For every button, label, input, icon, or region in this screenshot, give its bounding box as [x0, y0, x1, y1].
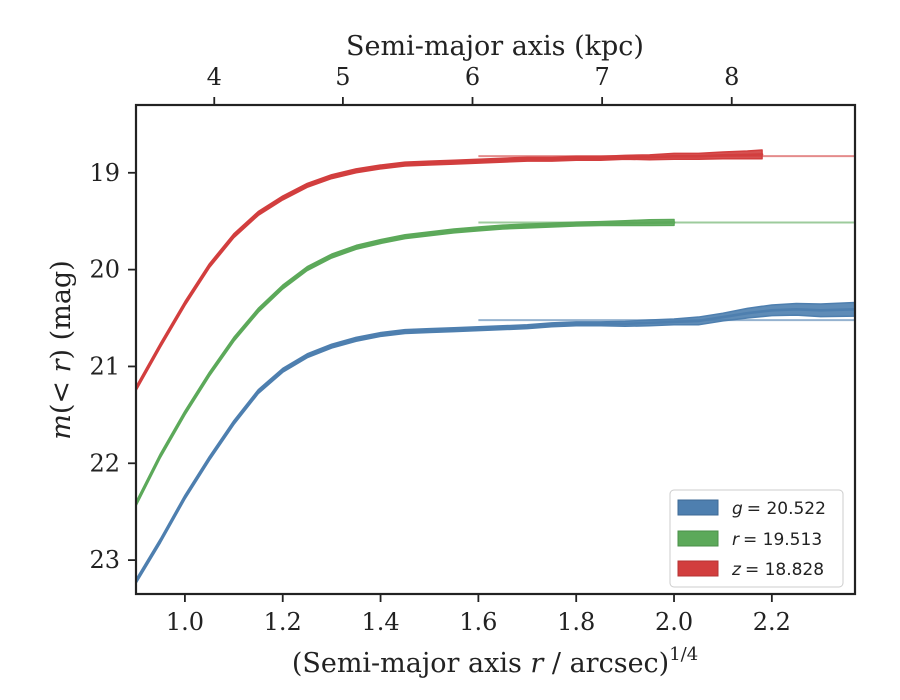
- ylabel-m: m: [46, 414, 77, 440]
- x-tick-label: 1.6: [459, 608, 497, 636]
- legend: g = 20.522 r = 19.513 z = 18.828: [669, 489, 844, 588]
- legend-swatch-r: [677, 530, 719, 547]
- top-axis-title: Semi-major axis (kpc): [346, 31, 644, 62]
- series-band-g: [136, 301, 855, 585]
- top-tick-label: 6: [465, 63, 480, 91]
- y-axis-title: m(< r) (mag): [46, 260, 77, 439]
- top-tick-label: 4: [207, 63, 222, 91]
- x-tick-label: 1.0: [166, 608, 204, 636]
- series-r: [136, 218, 676, 507]
- bottom-x-axis: 1.0 1.2 1.4 1.6 1.8 2.0 2.2: [166, 594, 791, 636]
- series-line-z: [136, 153, 764, 391]
- legend-item-r: r = 19.513: [677, 530, 822, 550]
- top-x-axis: 4 5 6 7 8: [207, 63, 739, 105]
- y-tick-label: 21: [89, 352, 120, 380]
- legend-item-g: g = 20.522: [677, 499, 826, 519]
- top-tick-label: 5: [335, 63, 350, 91]
- legend-label-g: g = 20.522: [732, 499, 826, 519]
- xlabel-exponent: 1/4: [669, 644, 698, 665]
- series-g: [136, 301, 855, 585]
- series-band-r: [136, 218, 675, 507]
- y-tick-label: 19: [89, 159, 120, 187]
- series-layer: [136, 149, 855, 585]
- series-z: [136, 149, 764, 392]
- legend-swatch-g: [677, 499, 719, 516]
- legend-label-z: z = 18.828: [731, 560, 824, 580]
- x-tick-label: 1.8: [557, 608, 595, 636]
- ylabel-var: r: [46, 357, 77, 372]
- ylabel-suffix: ) (mag): [46, 260, 77, 359]
- legend-item-z: z = 18.828: [677, 560, 824, 580]
- xlabel-var: r: [530, 648, 545, 679]
- x-tick-label: 1.4: [361, 608, 399, 636]
- ylabel-mid: (<: [46, 372, 77, 414]
- plot-frame: [134, 103, 857, 596]
- x-tick-label: 2.0: [655, 608, 693, 636]
- y-tick-label: 20: [89, 256, 120, 284]
- bottom-axis-title: (Semi-major axis r / arcsec)1/4: [292, 644, 698, 679]
- series-line-r: [136, 221, 676, 506]
- y-tick-label: 22: [89, 449, 120, 477]
- series-band-z: [136, 149, 763, 392]
- xlabel-suffix: / arcsec): [543, 648, 669, 679]
- top-tick-label: 8: [724, 63, 739, 91]
- x-tick-label: 2.2: [753, 608, 791, 636]
- series-line-g: [136, 308, 855, 583]
- xlabel-prefix: (Semi-major axis: [292, 648, 531, 679]
- top-tick-label: 7: [594, 63, 609, 91]
- y-tick-label: 23: [89, 546, 120, 574]
- legend-swatch-z: [677, 560, 719, 577]
- legend-label-r: r = 19.513: [732, 530, 822, 550]
- x-tick-label: 1.2: [264, 608, 302, 636]
- y-axis: 19 20 21 22 23: [89, 159, 136, 574]
